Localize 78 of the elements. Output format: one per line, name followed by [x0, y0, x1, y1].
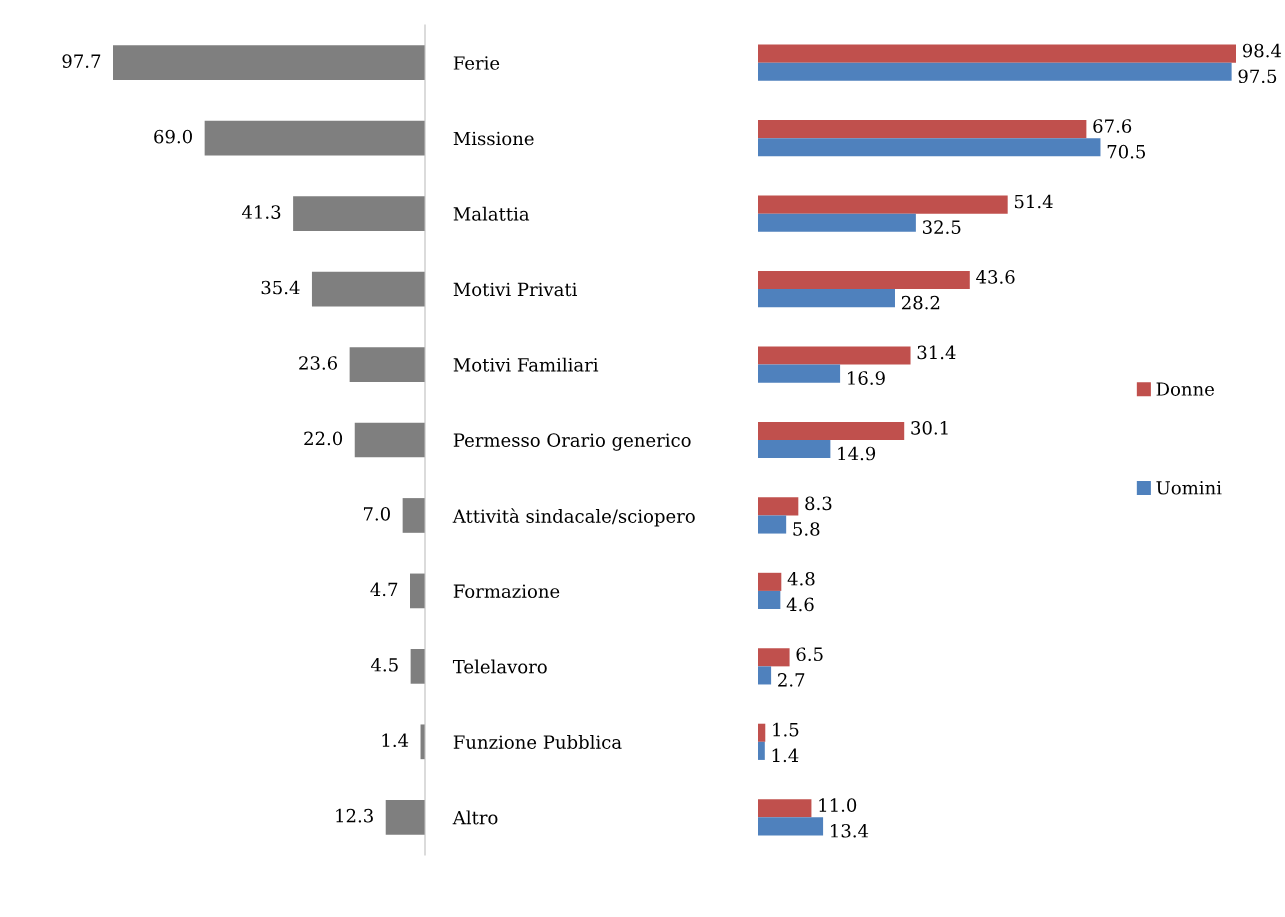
data-label: 13.4	[831, 823, 869, 838]
bar	[758, 138, 1101, 157]
bar	[758, 62, 1232, 81]
bar	[758, 817, 824, 836]
data-label: 32.5	[922, 220, 961, 234]
data-label: 11.0	[819, 798, 857, 812]
data-label: 4.5	[370, 657, 398, 672]
bar	[758, 421, 905, 440]
y-tick-label: Motivi Familiari	[453, 357, 599, 372]
y-tick-label: Attività sindacale/sciopero	[452, 508, 695, 527]
data-label: 7.0	[363, 507, 390, 521]
data-label: 51.4	[1014, 194, 1053, 209]
bar	[758, 666, 772, 685]
bar	[758, 120, 1087, 139]
y-tick-label: Missione	[453, 131, 534, 146]
data-label: 97.5	[1238, 69, 1277, 84]
bar	[758, 195, 1008, 214]
bar	[409, 573, 425, 609]
bar	[758, 346, 911, 365]
y-tick-label: Telelavoro	[452, 659, 547, 674]
bar	[758, 572, 782, 591]
data-label: 1.5	[773, 722, 799, 737]
bar	[758, 741, 765, 760]
legend-label: Donne	[1156, 382, 1214, 396]
y-tick-label: Funzione Pubblica	[453, 734, 622, 749]
y-tick-label: Altro	[452, 810, 498, 825]
data-label: 22.0	[304, 431, 343, 446]
data-label: 16.9	[848, 371, 885, 385]
bar	[385, 799, 425, 835]
bar	[758, 44, 1236, 63]
data-label: 12.3	[336, 808, 373, 823]
y-tick-label: Malattia	[453, 206, 530, 221]
bar	[311, 271, 425, 307]
bar	[204, 120, 425, 156]
data-label: 98.4	[1242, 43, 1282, 58]
bar	[758, 590, 781, 610]
bar	[758, 497, 799, 516]
data-label: 41.3	[241, 205, 281, 219]
data-label: 43.6	[976, 270, 1015, 284]
bar	[293, 196, 425, 231]
y-tick-label: Motivi Privati	[453, 282, 578, 297]
bar	[354, 422, 425, 458]
bar	[113, 45, 425, 81]
data-label: 28.2	[901, 295, 940, 310]
data-label: 23.6	[299, 356, 338, 370]
data-label: 69.0	[154, 129, 192, 144]
bar	[758, 723, 766, 742]
bar	[349, 347, 425, 382]
bar	[758, 515, 787, 534]
data-label: 97.7	[62, 54, 101, 68]
data-label: 35.4	[261, 280, 300, 295]
data-label: 4.6	[786, 597, 814, 612]
data-label: 5.8	[793, 522, 820, 536]
data-label: 6.5	[796, 647, 823, 662]
bar	[402, 498, 425, 533]
data-label: 2.7	[778, 673, 805, 687]
bar	[758, 648, 790, 667]
data-label: 1.4	[382, 733, 409, 748]
y-tick-label: Formazione	[453, 584, 560, 599]
bar	[758, 440, 831, 459]
y-tick-label: Ferie	[453, 56, 500, 70]
data-label: 4.7	[370, 582, 398, 597]
bar	[758, 799, 812, 818]
bar	[758, 289, 895, 308]
data-label: 70.5	[1107, 144, 1146, 159]
legend-label: Uomini	[1156, 481, 1222, 495]
bar	[410, 649, 425, 684]
bar	[758, 213, 916, 232]
bar	[758, 270, 970, 290]
bar	[758, 364, 841, 383]
data-label: 8.3	[805, 496, 832, 511]
data-label: 14.9	[838, 446, 876, 461]
data-label: 67.6	[1093, 119, 1132, 133]
data-label: 31.4	[917, 345, 956, 360]
data-label: 30.1	[911, 421, 948, 435]
y-tick-label: Permesso Orario generico	[453, 433, 691, 451]
data-label: 4.8	[787, 571, 815, 586]
data-label: 1.4	[772, 748, 799, 763]
